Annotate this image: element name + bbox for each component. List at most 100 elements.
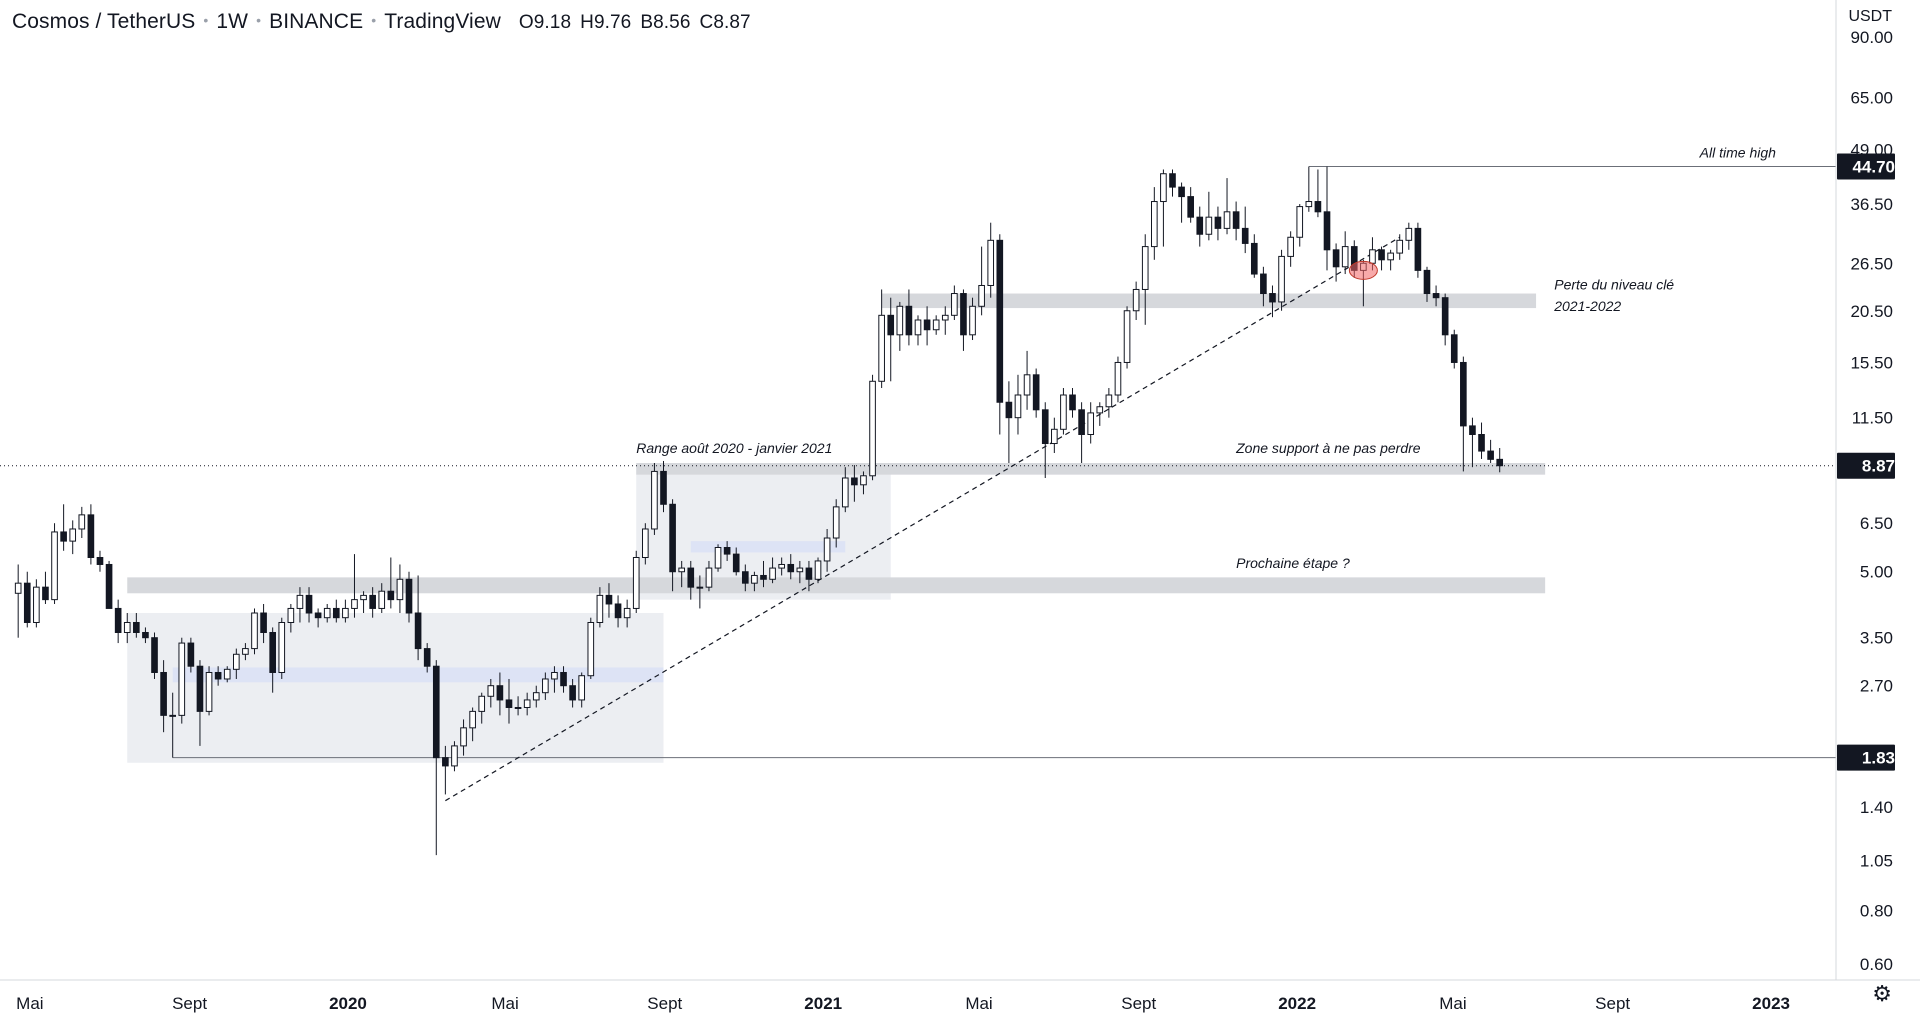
candle[interactable] [360,594,367,601]
candle[interactable] [96,556,104,565]
candle[interactable] [578,675,586,701]
candle[interactable] [469,710,476,729]
symbol-name[interactable]: Cosmos / TetherUS [12,10,196,33]
candle[interactable] [805,567,813,580]
candle[interactable] [696,586,704,589]
candle[interactable] [778,563,785,569]
candle[interactable] [687,567,695,588]
candle[interactable] [432,665,440,759]
candle[interactable] [133,621,140,633]
candle[interactable] [378,590,386,609]
candle[interactable] [787,563,795,573]
candle[interactable] [114,607,122,633]
candle[interactable] [1432,293,1440,299]
candle[interactable] [1105,394,1113,408]
candle[interactable] [1150,201,1158,248]
candle[interactable] [69,528,77,542]
candle[interactable] [760,574,767,580]
candle[interactable] [1305,201,1313,208]
candle[interactable] [1314,201,1322,213]
candle[interactable] [1087,412,1095,436]
candle[interactable] [1187,196,1194,218]
candle[interactable] [1423,269,1431,295]
candle[interactable] [14,582,22,594]
candle[interactable] [751,574,758,584]
candle[interactable] [278,621,286,673]
candle[interactable] [887,314,895,336]
candle[interactable] [87,514,95,558]
candle[interactable] [832,506,840,539]
candle[interactable] [1241,227,1249,244]
candle[interactable] [514,706,522,709]
candle[interactable] [487,685,495,697]
candle[interactable] [296,594,304,609]
candle[interactable] [251,612,258,650]
candle[interactable] [287,607,295,623]
candle[interactable] [505,699,513,708]
candle[interactable] [769,567,776,580]
candle[interactable] [51,531,58,601]
candle[interactable] [1369,249,1376,264]
candle[interactable] [660,470,667,505]
candle[interactable] [78,514,86,530]
candle[interactable] [1114,361,1122,396]
candle[interactable] [1378,249,1385,261]
candle[interactable] [551,671,558,680]
gear-icon[interactable]: ⚙ [1872,981,1892,1006]
candle[interactable] [741,571,749,584]
candle[interactable] [1260,273,1267,295]
candle[interactable] [860,475,867,486]
candle[interactable] [1478,434,1485,452]
candle[interactable] [1405,227,1413,241]
candle[interactable] [160,671,167,716]
candle[interactable] [651,470,658,530]
currency-label[interactable]: USDT [1848,8,1892,25]
candle[interactable] [187,642,195,667]
candle[interactable] [632,556,640,609]
candle[interactable] [1287,236,1294,257]
candle[interactable] [387,590,395,601]
candle[interactable] [941,314,949,321]
candle[interactable] [1005,401,1013,419]
candle[interactable] [1269,293,1276,303]
candle[interactable] [960,293,967,336]
candle[interactable] [1060,394,1067,430]
candle[interactable] [332,607,340,619]
candle[interactable] [796,567,804,573]
candle[interactable] [923,319,931,331]
candle[interactable] [1223,211,1231,229]
candle[interactable] [1278,255,1285,303]
candle[interactable] [851,477,858,486]
candle[interactable] [451,745,458,767]
candle[interactable] [414,612,422,650]
candle[interactable] [623,607,631,619]
candle[interactable] [1169,173,1176,188]
candle[interactable] [987,239,995,286]
candle[interactable] [1196,216,1204,235]
candle[interactable] [1496,458,1504,467]
candle[interactable] [732,553,740,573]
candle[interactable] [178,642,186,716]
candle[interactable] [705,567,713,588]
candle[interactable] [678,567,686,573]
candle[interactable] [996,239,1004,403]
candle[interactable] [1078,409,1085,436]
candle[interactable] [369,594,376,609]
candle[interactable] [242,648,249,655]
time-axis[interactable] [0,980,1920,1015]
candle[interactable] [1132,288,1140,312]
candle[interactable] [142,631,149,639]
candle[interactable] [1014,394,1022,419]
candle[interactable] [196,665,204,712]
candle[interactable] [1323,211,1331,251]
candle[interactable] [1232,211,1240,229]
candle[interactable] [969,305,976,336]
candle[interactable] [105,563,113,609]
candle[interactable] [23,582,31,623]
candle[interactable] [905,305,913,336]
candle[interactable] [269,631,276,673]
candle[interactable] [1069,394,1076,411]
candle[interactable] [1450,334,1458,363]
candle[interactable] [1396,239,1404,254]
